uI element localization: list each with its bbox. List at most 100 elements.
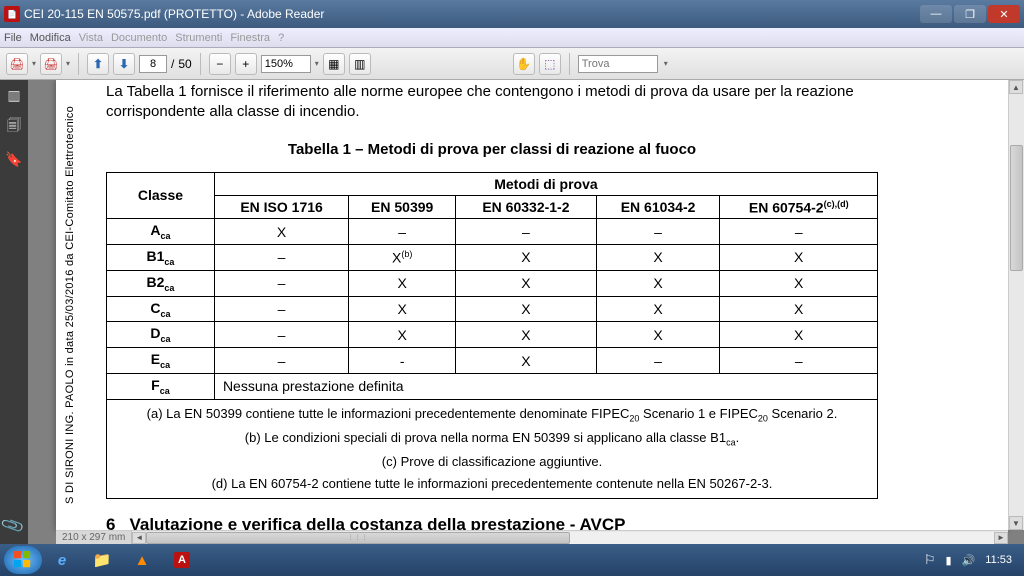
menu-help[interactable]: ?: [278, 32, 284, 44]
intro-text: La Tabella 1 fornisce il riferimento all…: [106, 82, 878, 123]
menu-documento[interactable]: Documento: [111, 32, 167, 44]
app-icon: 📄: [4, 6, 20, 22]
taskbar-adobe[interactable]: A: [162, 546, 202, 574]
cell-value: X: [349, 296, 456, 322]
cell-value: –: [214, 244, 348, 270]
cell-class: Dca: [107, 322, 215, 348]
fit-page-button[interactable]: ▦: [323, 53, 345, 75]
minimize-button[interactable]: —: [920, 5, 952, 23]
thumbnails-icon[interactable]: ▥: [5, 86, 23, 104]
search-input[interactable]: [578, 55, 658, 73]
pages-icon[interactable]: 🗐: [5, 118, 23, 136]
taskbar-vlc[interactable]: ▲: [122, 546, 162, 574]
cell-value: X(b): [349, 244, 456, 270]
window-title: CEI 20-115 EN 50575.pdf (PROTETTO) - Ado…: [24, 7, 324, 21]
hscroll-thumb[interactable]: ⋮⋮⋮: [146, 532, 570, 544]
zoom-out-button[interactable]: −: [209, 53, 231, 75]
toolbar: 🖨 ▾ 🖨 ▾ ⬆ ⬇ / 50 − + ▾ ▦ ▥ ✋ ⬚ ▾: [0, 48, 1024, 80]
cell-class: B1ca: [107, 244, 215, 270]
menu-strumenti[interactable]: Strumenti: [175, 32, 222, 44]
cell-value: X: [596, 296, 720, 322]
taskbar-ie[interactable]: e: [42, 546, 82, 574]
cell-value: X: [456, 348, 597, 374]
cell-value: X: [349, 322, 456, 348]
zoom-in-button[interactable]: +: [235, 53, 257, 75]
page-number-input[interactable]: [139, 55, 167, 73]
cell-value: –: [456, 219, 597, 245]
print2-button[interactable]: 🖨: [40, 53, 62, 75]
scroll-up-button[interactable]: ▲: [1009, 80, 1023, 94]
close-button[interactable]: ✕: [988, 5, 1020, 23]
dropdown-icon[interactable]: ▾: [664, 59, 668, 68]
cell-value: X: [214, 219, 348, 245]
cell-value: –: [720, 348, 878, 374]
print-button[interactable]: 🖨: [6, 53, 28, 75]
cell-value: X: [349, 270, 456, 296]
cell-value: X: [720, 296, 878, 322]
cell-value: –: [596, 348, 720, 374]
cell-value: –: [214, 296, 348, 322]
dropdown-icon[interactable]: ▾: [32, 59, 36, 68]
cell-value: X: [456, 296, 597, 322]
volume-icon[interactable]: 🔊: [962, 554, 976, 567]
start-button[interactable]: [4, 546, 42, 574]
next-page-button[interactable]: ⬇: [113, 53, 135, 75]
fit-width-button[interactable]: ▥: [349, 53, 371, 75]
cell-class: Aca: [107, 219, 215, 245]
pdf-page: S DI SIRONI ING. PAOLO in data 25/03/201…: [56, 80, 1008, 530]
cell-value: -: [349, 348, 456, 374]
table-notes: (a) La EN 50399 contiene tutte le inform…: [107, 399, 878, 498]
cell-class: Eca: [107, 348, 215, 374]
cell-value: X: [596, 322, 720, 348]
taskbar: e 📁 ▲ A ⚐ ▮ 🔊 11:53: [0, 544, 1024, 576]
cell-value: X: [596, 270, 720, 296]
cell-f-text: Nessuna prestazione definita: [214, 373, 877, 399]
network-icon[interactable]: ▮: [946, 554, 952, 567]
cell-value: –: [214, 348, 348, 374]
th-c5: EN 60754-2(c),(d): [720, 195, 878, 219]
cell-value: –: [214, 270, 348, 296]
cell-value: X: [720, 244, 878, 270]
th-c3: EN 60332-1-2: [456, 195, 597, 219]
menu-modifica[interactable]: Modifica: [30, 32, 71, 44]
scroll-right-button[interactable]: ►: [994, 532, 1008, 544]
menu-file[interactable]: File: [4, 32, 22, 44]
cell-value: –: [720, 219, 878, 245]
select-tool-button[interactable]: ⬚: [539, 53, 561, 75]
dropdown-icon[interactable]: ▾: [315, 59, 319, 68]
document-area: S DI SIRONI ING. PAOLO in data 25/03/201…: [28, 80, 1024, 544]
vscroll-thumb[interactable]: [1010, 145, 1023, 272]
cell-value: X: [720, 322, 878, 348]
zoom-input[interactable]: [261, 55, 311, 73]
th-metodi: Metodi di prova: [214, 172, 877, 195]
menu-vista[interactable]: Vista: [79, 32, 103, 44]
window-controls: — ❐ ✕: [920, 5, 1020, 23]
page-sep: /: [171, 57, 174, 71]
scroll-left-button[interactable]: ◄: [132, 532, 146, 544]
vertical-scrollbar[interactable]: ▲ ▼: [1008, 80, 1024, 530]
cell-value: –: [596, 219, 720, 245]
action-center-icon[interactable]: ⚐: [924, 552, 936, 568]
cell-class: Cca: [107, 296, 215, 322]
prev-page-button[interactable]: ⬆: [87, 53, 109, 75]
system-tray: ⚐ ▮ 🔊 11:53: [924, 552, 1020, 568]
cell-value: X: [456, 244, 597, 270]
workspace: ▥ 🗐 🔖 S DI SIRONI ING. PAOLO in data 25/…: [0, 80, 1024, 544]
dropdown-icon[interactable]: ▾: [66, 59, 70, 68]
th-c2: EN 50399: [349, 195, 456, 219]
menubar: File Modifica Vista Documento Strumenti …: [0, 28, 1024, 48]
th-c1: EN ISO 1716: [214, 195, 348, 219]
bookmark-icon[interactable]: 🔖: [5, 150, 23, 168]
hand-tool-button[interactable]: ✋: [513, 53, 535, 75]
taskbar-explorer[interactable]: 📁: [82, 546, 122, 574]
clock[interactable]: 11:53: [985, 554, 1012, 566]
page-total: 50: [178, 57, 191, 71]
table-title: Tabella 1 – Metodi di prova per classi d…: [106, 141, 878, 158]
page-dimensions: 210 x 297 mm: [56, 531, 132, 544]
th-c4: EN 61034-2: [596, 195, 720, 219]
scroll-down-button[interactable]: ▼: [1009, 516, 1023, 530]
menu-finestra[interactable]: Finestra: [230, 32, 270, 44]
sidepanel: ▥ 🗐 🔖: [0, 80, 28, 544]
horizontal-scrollbar[interactable]: 210 x 297 mm ◄ ⋮⋮⋮ ►: [56, 530, 1008, 544]
maximize-button[interactable]: ❐: [954, 5, 986, 23]
